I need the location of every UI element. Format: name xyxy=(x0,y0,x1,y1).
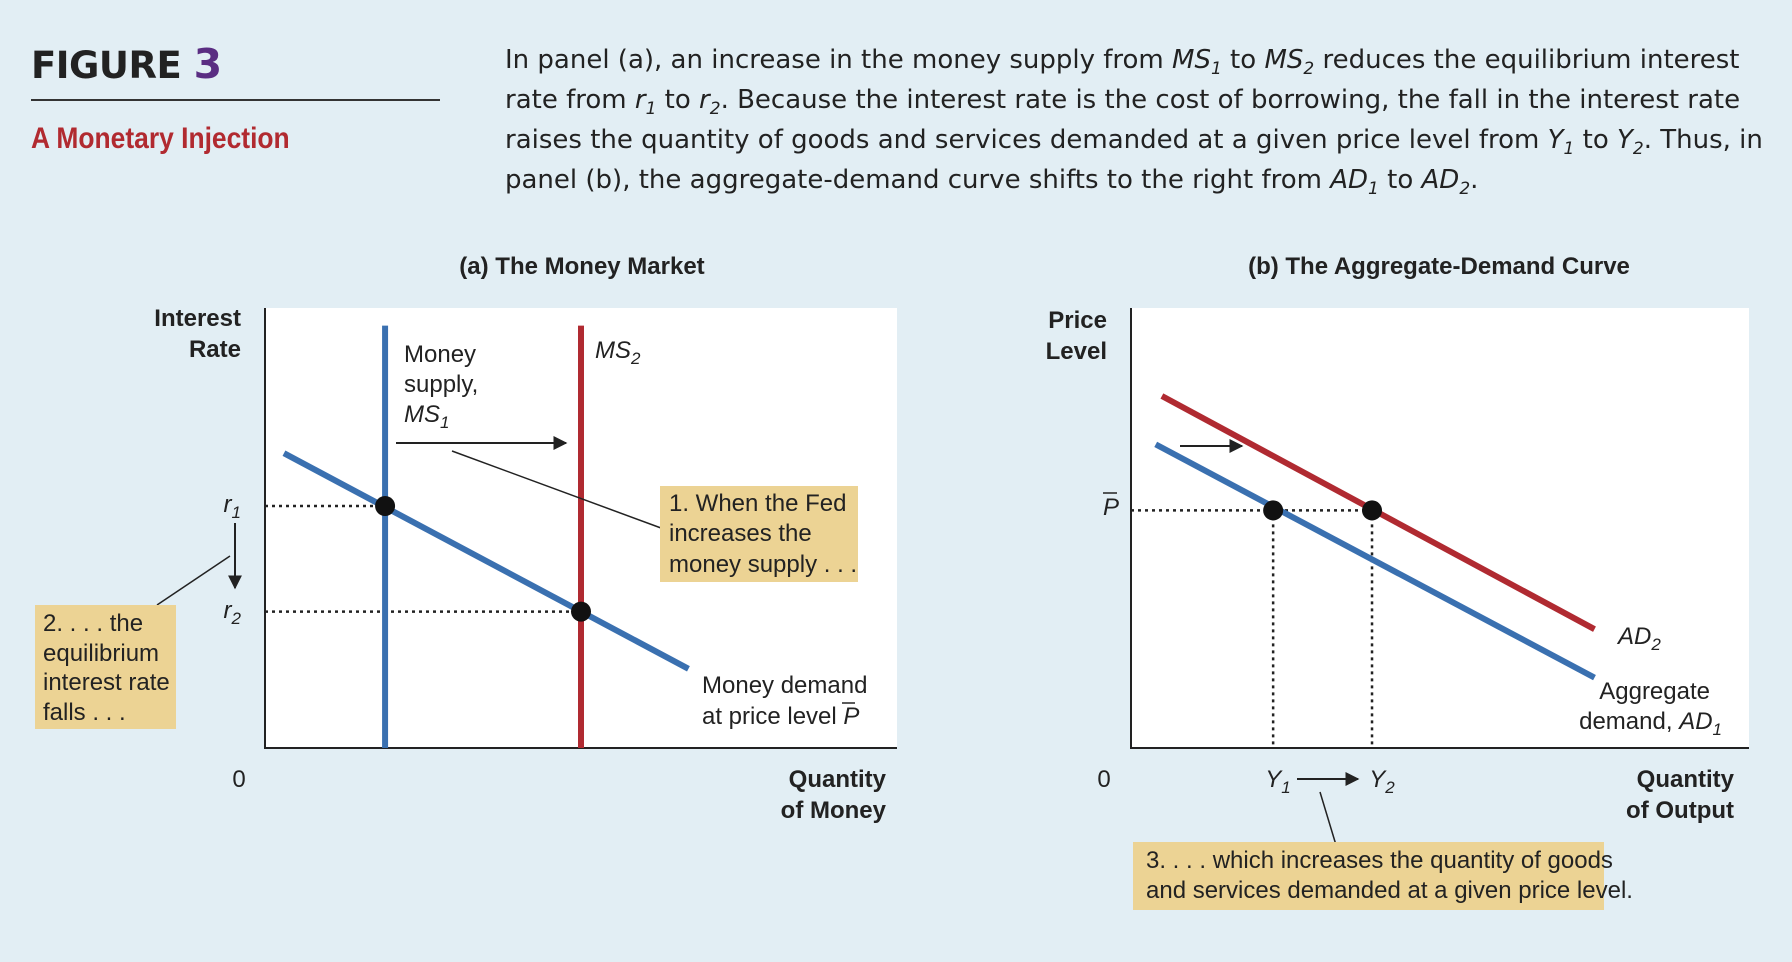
equilibrium-point-y2 xyxy=(1362,500,1383,521)
figure-label: FIGURE 3 xyxy=(31,40,222,88)
caption-ad1: AD1 xyxy=(1330,165,1379,199)
caption-ad2: AD2 xyxy=(1421,165,1471,199)
money-demand-label-line1: Money demand xyxy=(702,672,867,699)
fed-callout-line2: increases the xyxy=(669,520,812,547)
panel-a-ylabel-line2: Rate xyxy=(189,336,241,363)
ms1-label-line1: Money xyxy=(404,341,476,368)
ad1-line xyxy=(1154,441,1596,681)
output-callout-line2: and services demanded at a given price l… xyxy=(1146,877,1633,904)
caption-y2: Y2 xyxy=(1617,125,1644,159)
fed-callout-line3: money supply . . . xyxy=(669,551,857,578)
falls-callout-line2: equilibrium xyxy=(43,640,159,667)
figure-caption: In panel (a), an increase in the money s… xyxy=(505,40,1780,200)
caption-text: reduces the equilibrium interest rate fr… xyxy=(505,45,1740,115)
p-bar-tick-label: P xyxy=(1103,494,1119,521)
panel-a-money-market: (a) The Money Market Interest Rate Quant… xyxy=(35,253,897,824)
fed-callout-box xyxy=(660,486,858,582)
falls-callout-line3: interest rate xyxy=(43,669,170,696)
ms1-label-line2: supply, xyxy=(404,371,478,398)
panel-b-ylabel-line1: Price xyxy=(1048,307,1107,334)
caption-text: . Thus, in panel (b), the aggregate-dema… xyxy=(505,125,1763,195)
figure-title: A Monetary Injection xyxy=(31,122,290,155)
ms2-label: MS2 xyxy=(595,337,641,368)
equilibrium-point-r1 xyxy=(375,496,396,516)
r2-tick-label: r2 xyxy=(224,597,242,628)
ad1-label-line2: demand, AD1 xyxy=(1579,708,1722,739)
caption-text: to xyxy=(656,85,700,115)
ad1-label-line1: Aggregate xyxy=(1599,678,1710,705)
r1-tick-label: r1 xyxy=(224,491,241,522)
caption-text: to xyxy=(1574,125,1618,155)
fed-callout-leader xyxy=(451,450,662,529)
caption-r2: r2 xyxy=(699,85,721,119)
falls-callout-line1: 2. . . . the xyxy=(43,610,143,637)
falls-callout-line4: falls . . . xyxy=(43,699,126,726)
falls-callout-leader xyxy=(156,555,231,606)
panel-a-ylabel-line1: Interest xyxy=(154,305,241,332)
figure-label-text: FIGURE xyxy=(31,44,182,87)
caption-ms1: MS1 xyxy=(1172,45,1222,79)
caption-ms2: MS2 xyxy=(1264,45,1315,79)
panel-a-xlabel-line2: of Money xyxy=(781,797,887,824)
caption-text: . Because the interest rate is the cost … xyxy=(505,85,1741,155)
fed-callout-line1: 1. When the Fed xyxy=(669,490,846,517)
panel-a-origin-label: 0 xyxy=(232,766,245,793)
panel-b-origin-label: 0 xyxy=(1097,766,1110,793)
output-callout-line1: 3. . . . which increases the quantity of… xyxy=(1146,847,1613,874)
caption-text: to xyxy=(1378,165,1422,195)
falls-callout-box xyxy=(35,605,176,729)
money-demand-label-line2: at price level P xyxy=(702,703,859,730)
y1-tick-label: Y1 xyxy=(1265,766,1290,797)
panel-b-ylabel-line2: Level xyxy=(1046,338,1107,365)
panel-b-title: (b) The Aggregate-Demand Curve xyxy=(1248,253,1630,280)
figure-number: 3 xyxy=(193,40,223,88)
panel-b-xlabel-line2: of Output xyxy=(1626,797,1734,824)
caption-r1: r1 xyxy=(634,85,657,119)
output-callout-leader xyxy=(1319,791,1337,846)
ad2-label: AD2 xyxy=(1616,623,1661,654)
ms1-label-symbol: MS1 xyxy=(404,401,449,432)
panel-b-aggregate-demand: (b) The Aggregate-Demand Curve Price Lev… xyxy=(1046,253,1749,910)
caption-y1: Y1 xyxy=(1547,125,1575,159)
caption-text: . xyxy=(1470,165,1479,195)
equilibrium-point-y1 xyxy=(1263,500,1284,521)
equilibrium-point-r2 xyxy=(571,601,591,622)
caption-text: to xyxy=(1221,45,1265,75)
caption-text: In panel (a), an increase in the money s… xyxy=(505,45,1173,75)
panel-b-plot-area xyxy=(1131,308,1749,748)
panel-b-xlabel-line1: Quantity xyxy=(1637,766,1735,793)
panel-a-xlabel-line1: Quantity xyxy=(789,766,887,793)
output-callout-box xyxy=(1133,842,1604,910)
money-demand-line xyxy=(282,450,690,672)
y2-tick-label: Y2 xyxy=(1369,766,1395,797)
panel-a-title: (a) The Money Market xyxy=(459,253,704,280)
header-divider xyxy=(31,99,440,101)
